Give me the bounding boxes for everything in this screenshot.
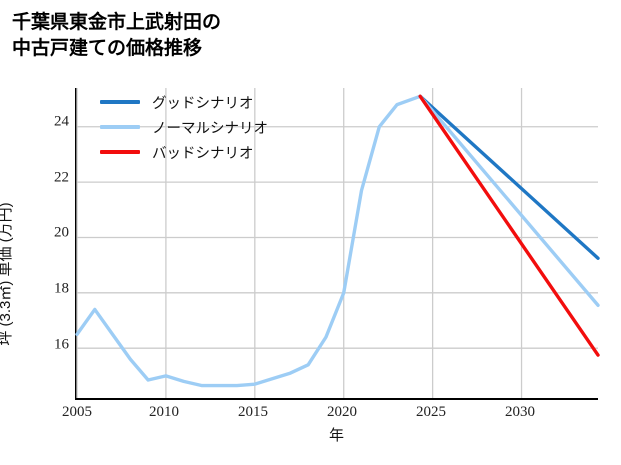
x-axis-title: 年 [328,427,344,444]
legend-item-bad[interactable]: バッドシナリオ [100,143,268,162]
y-tick-24: 24 [54,113,69,130]
y-tick-20: 20 [54,224,69,241]
legend-item-normal[interactable]: ノーマルシナリオ [100,118,268,137]
legend-swatch-normal-icon [100,125,140,129]
chart-legend: グッドシナリオ ノーマルシナリオ バッドシナリオ [100,93,268,162]
series-lines [75,94,600,388]
legend-swatch-bad-icon [100,150,140,154]
y-axis-tick-labels: 24 22 20 18 16 [25,88,69,400]
x-tick-2005: 2005 [62,404,92,420]
grid-lines [76,88,598,398]
x-tick-2010: 2010 [149,404,179,420]
x-axis-tick-labels: 2005 2010 2015 2020 2025 2030 [62,404,598,426]
x-tick-2030: 2030 [505,404,535,420]
legend-label-bad: バッドシナリオ [152,145,254,162]
legend-swatch-good-icon [100,100,140,104]
plot-area [75,88,600,400]
y-axis-title: 坪 (3.3㎡) 単価 (万円) [0,202,14,345]
y-tick-16: 16 [54,336,69,353]
legend-label-normal: ノーマルシナリオ [152,120,268,137]
page-title: 千葉県東金市上武射田の 中古戸建ての価格推移 [12,12,222,59]
series-line-bad [418,94,600,357]
y-tick-18: 18 [54,280,69,297]
series-line-good [418,94,600,260]
series-line-normal [75,94,600,388]
legend-item-good[interactable]: グッドシナリオ [100,93,268,112]
x-tick-2025: 2025 [416,404,446,420]
x-tick-2015: 2015 [238,404,268,420]
legend-label-good: グッドシナリオ [152,95,254,112]
x-tick-2020: 2020 [327,404,357,420]
y-tick-22: 22 [54,169,69,186]
